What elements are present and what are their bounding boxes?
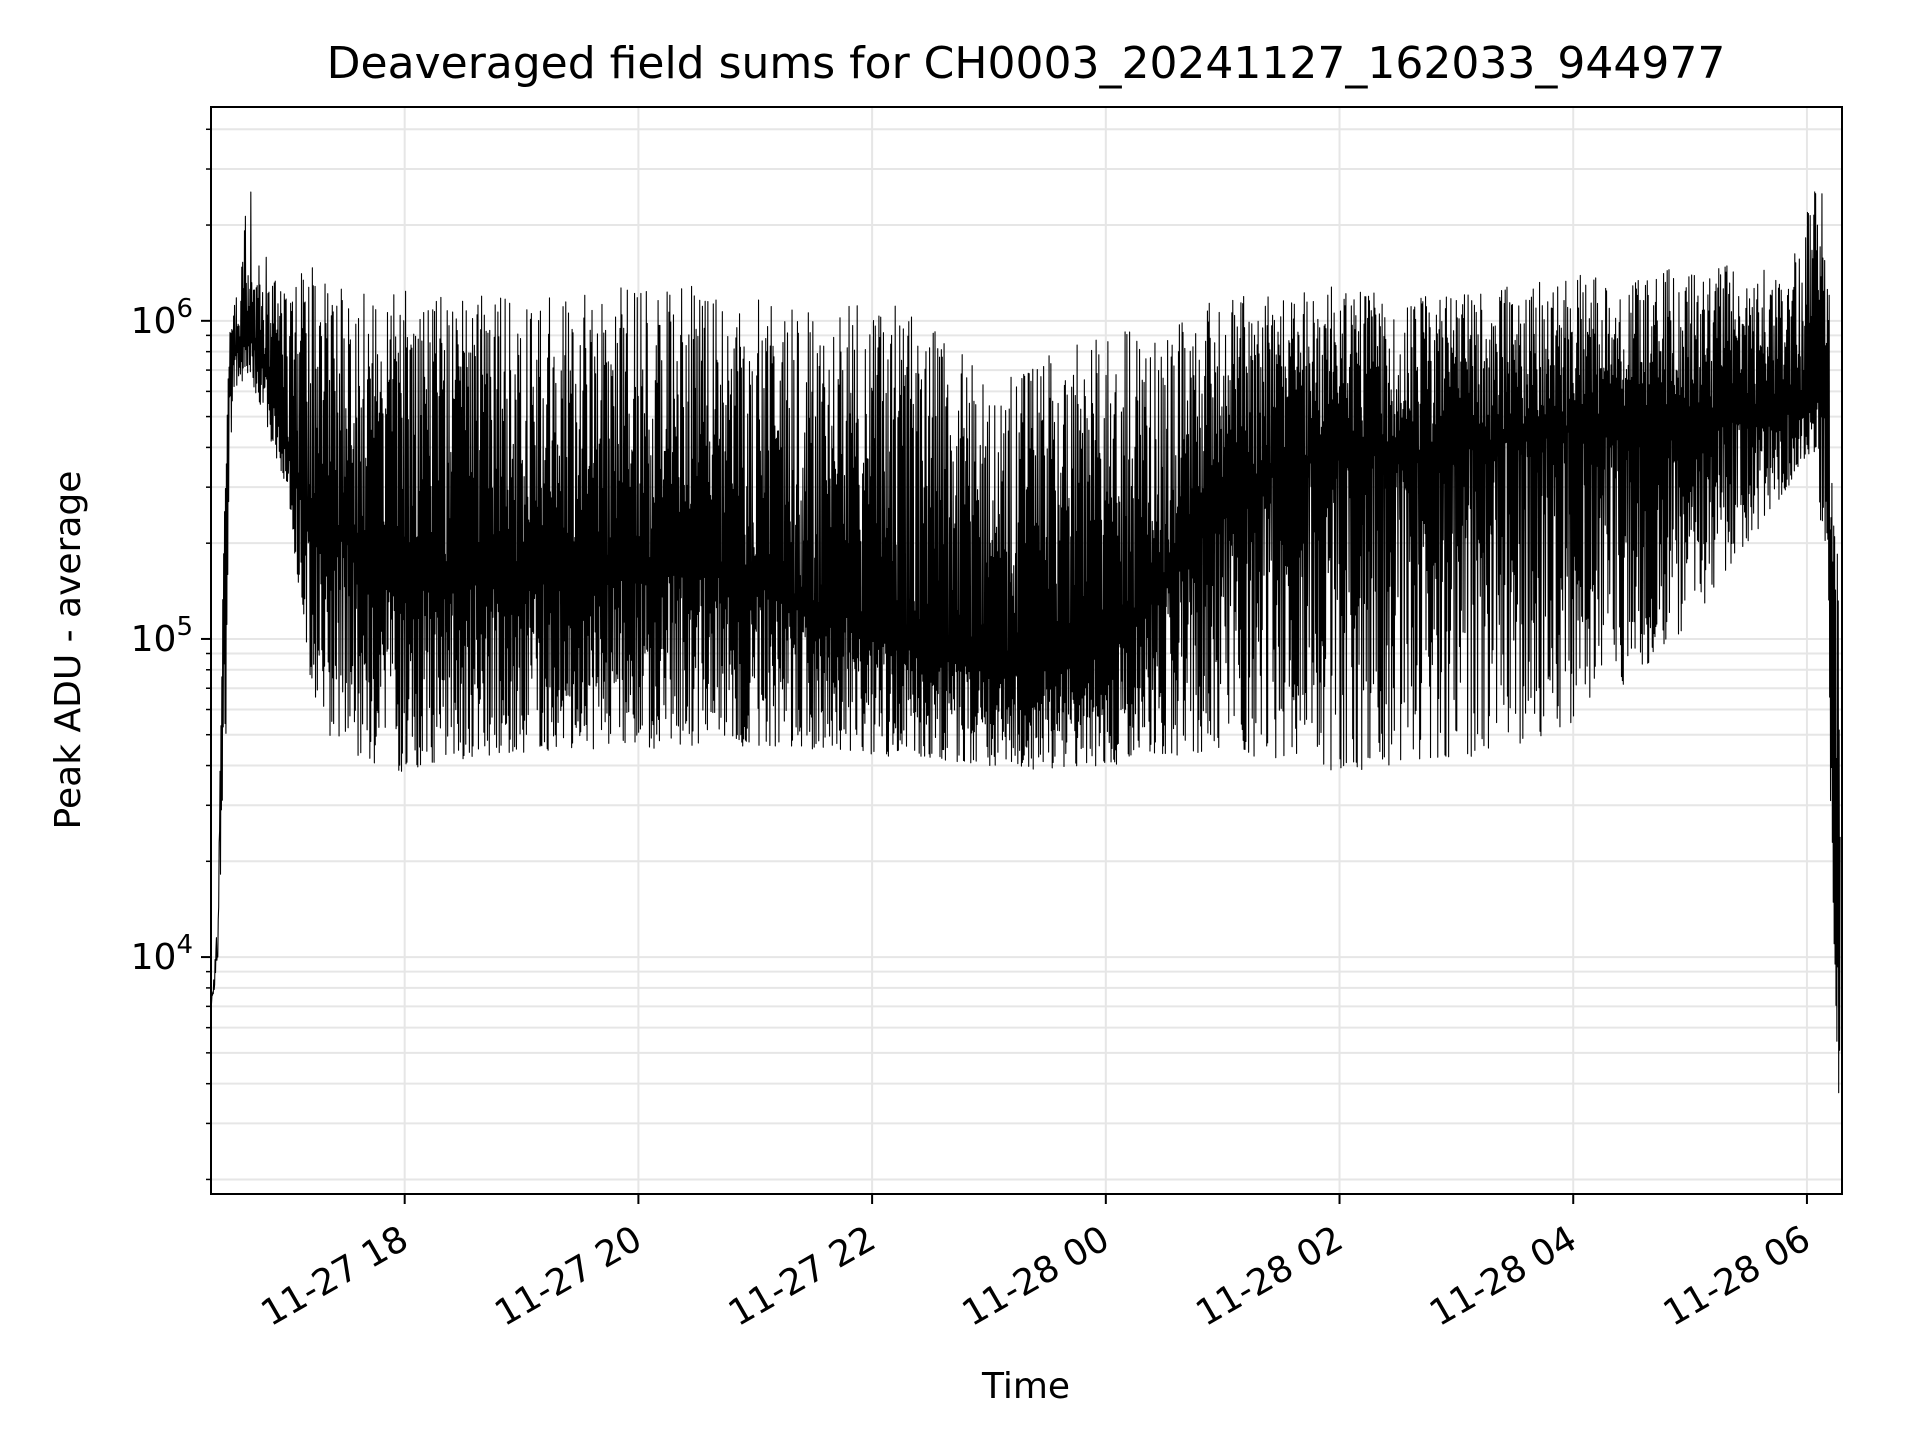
y-tick-label: 105 (131, 612, 193, 660)
y-axis: 104 105 106 (131, 128, 211, 1181)
y-axis-label: Peak ADU - average (48, 471, 89, 830)
plot-frame (210, 106, 1843, 1195)
chart-title: Deaveraged field sums for CH0003_2024112… (327, 38, 1726, 89)
y-tick-label: 104 (131, 930, 193, 978)
y-tick-label: 106 (131, 294, 193, 342)
x-axis-label: Time (981, 1366, 1070, 1407)
series-trace (210, 191, 1841, 1094)
series-line (210, 191, 1841, 1094)
